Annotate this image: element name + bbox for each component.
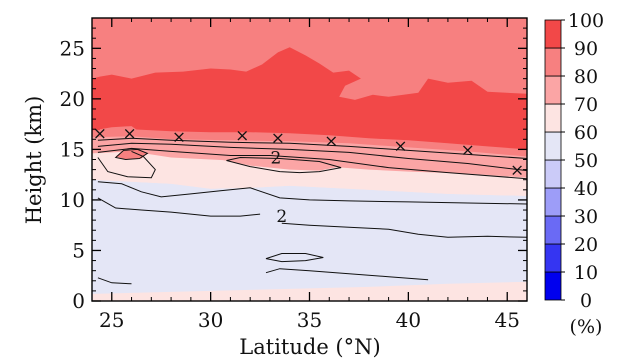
contour-line [114,148,149,161]
colorbar-tick-label: 60 [574,122,598,144]
colorbar-tick-label: 20 [574,234,598,256]
contour-fill-layer [92,18,527,301]
tropopause-marker: × [510,161,524,181]
contour-line [97,137,527,159]
x-tick-label: 30 [198,308,223,332]
x-tick-label: 40 [396,308,421,332]
x-tick-label: 45 [495,308,520,332]
colorbar-tick-label: 80 [574,66,598,88]
colorbar: 0 10 20 30 40 50 60 70 80 90 100 [544,10,604,312]
colorbar-swatch [544,215,562,245]
tropopause-marker: × [172,127,186,147]
contour-label: 2 [270,149,281,169]
contour-line [97,197,261,217]
colorbar-tick-label: 50 [574,150,598,172]
fill-band-50-60 [92,47,527,150]
contour-line [226,156,342,174]
colorbar-unit-label: (%) [570,316,603,338]
fill-band-40-50-patch [99,126,138,135]
colorbar-swatch [544,243,562,273]
x-axis-label: Latitude (°N) [239,335,380,359]
tropopause-marker-layer: × × × × × × × × × [93,124,524,180]
axis-ticks: 25 30 35 40 45 0 5 10 15 20 25 [60,17,528,332]
contour-line-layer [97,137,527,285]
colorbar-swatch [544,19,562,49]
tropopause-marker: × [93,124,107,144]
y-tick-label: 0 [72,289,85,313]
y-tick-label: 25 [60,36,85,60]
contour-label: 2 [276,207,287,227]
y-tick-label: 5 [72,238,85,262]
y-tick-label: 10 [60,188,85,212]
contour-line [97,181,527,205]
colorbar-swatch [544,271,562,301]
tropopause-marker: × [393,136,407,156]
colorbar-tick-label: 30 [574,206,598,228]
y-tick-label: 15 [60,137,85,161]
fill-band-10-20-patch [103,281,231,290]
contour-line [97,147,527,180]
x-tick-label: 35 [297,308,322,332]
contour-label-layer: 22 [270,149,287,228]
colorbar-tick-label: 40 [574,178,598,200]
tropopause-marker: × [324,131,338,151]
colorbar-tick-label: 90 [574,38,598,60]
colorbar-swatch [544,47,562,77]
colorbar-swatch [544,131,562,161]
tropopause-marker: × [122,124,136,144]
y-axis-label: Height (km) [22,96,46,225]
tropopause-marker: × [235,126,249,146]
colorbar-tick-label: 10 [574,262,598,284]
tropopause-marker: × [461,140,475,160]
colorbar-tick-label: 0 [580,290,592,312]
contour-line [265,253,324,263]
colorbar-swatch [544,103,562,133]
contour-line [97,142,527,172]
colorbar-tick-label: 100 [568,10,604,32]
y-tick-label: 20 [60,87,85,111]
tropopause-marker: × [271,128,285,148]
x-tick-label: 25 [99,308,124,332]
contour-line [97,277,132,285]
colorbar-tick-label: 70 [574,94,598,116]
colorbar-swatch [544,75,562,105]
fill-band-40-50-patch-b [115,149,148,160]
colorbar-swatch [544,187,562,217]
contour-line [281,222,527,238]
colorbar-swatch [544,159,562,189]
contour-line [265,268,429,281]
fill-band-10-20 [92,179,527,294]
